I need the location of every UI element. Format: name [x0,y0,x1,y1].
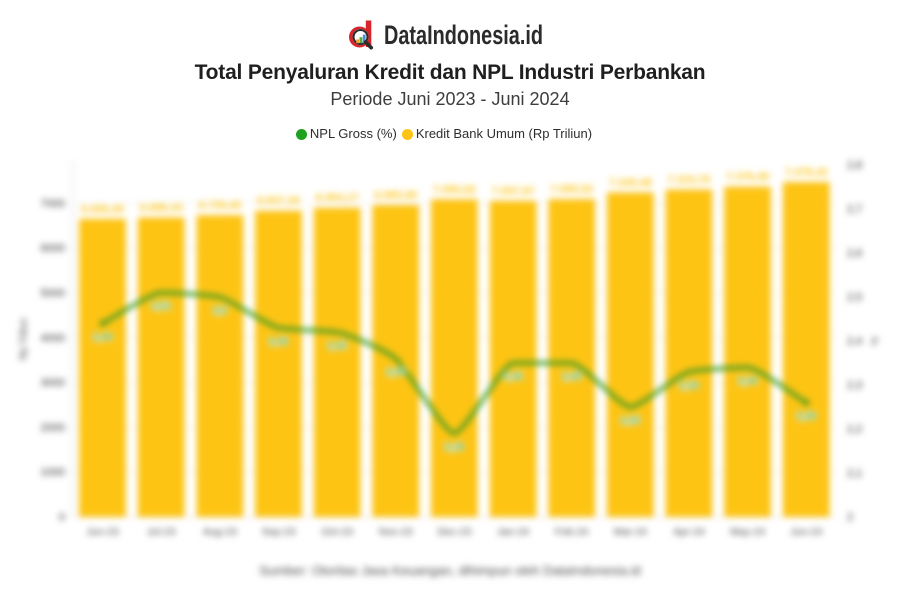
svg-text:2,5: 2,5 [213,306,227,317]
svg-text:2,7: 2,7 [847,204,862,216]
svg-text:2,42: 2,42 [327,341,347,352]
svg-text:Rp Triliun: Rp Triliun [19,318,30,360]
svg-text:6.686,33: 6.686,33 [140,202,183,214]
svg-text:2,35: 2,35 [562,372,582,383]
svg-text:3000: 3000 [41,377,65,389]
svg-text:6.656,45: 6.656,45 [81,203,124,215]
svg-text:Sep-23: Sep-23 [262,526,296,538]
svg-text:6.965,90: 6.965,90 [374,189,417,201]
svg-text:6.739,40: 6.739,40 [198,200,241,212]
svg-text:4000: 4000 [41,332,65,344]
svg-text:2: 2 [847,512,853,524]
svg-text:2,8: 2,8 [847,160,862,172]
svg-text:2,34: 2,34 [738,376,758,387]
svg-text:2,19: 2,19 [445,442,465,453]
svg-text:7.376,49: 7.376,49 [726,171,769,183]
svg-text:2,3: 2,3 [847,380,862,392]
svg-text:6.837,30: 6.837,30 [257,195,300,207]
svg-text:Sumber: Otoritas Jasa Keuangan: Sumber: Otoritas Jasa Keuangan, dihimpun… [259,563,641,578]
svg-text:2,36: 2,36 [386,367,406,378]
svg-text:%: % [870,336,881,345]
svg-text:2,43: 2,43 [269,336,289,347]
svg-text:7.310,70: 7.310,70 [668,174,711,186]
svg-text:Mar-24: Mar-24 [614,526,647,538]
svg-text:2,35: 2,35 [503,372,523,383]
svg-text:6000: 6000 [41,243,65,255]
svg-text:Jul-23: Jul-23 [147,526,176,538]
svg-text:1000: 1000 [41,467,65,479]
svg-text:6.904,17: 6.904,17 [316,192,359,204]
svg-text:7.090,62: 7.090,62 [433,184,476,196]
svg-text:2,5: 2,5 [847,292,862,304]
svg-text:0: 0 [59,512,65,524]
svg-text:5000: 5000 [41,288,65,300]
svg-text:Nov-23: Nov-23 [379,526,413,538]
svg-text:2,1: 2,1 [847,468,862,480]
svg-text:7.478,42: 7.478,42 [785,167,828,179]
svg-text:Feb-24: Feb-24 [555,526,588,538]
svg-text:2000: 2000 [41,422,65,434]
svg-text:7.057,97: 7.057,97 [492,185,535,197]
svg-text:DataIndonesia.id: DataIndonesia.id [384,20,543,50]
svg-text:2,26: 2,26 [797,411,817,422]
svg-text:7000: 7000 [41,198,65,210]
svg-text:2,33: 2,33 [679,380,699,391]
svg-text:2,51: 2,51 [151,301,171,312]
svg-text:Dec-23: Dec-23 [437,526,471,538]
svg-text:Oct-23: Oct-23 [321,526,353,538]
svg-text:2,2: 2,2 [847,424,862,436]
svg-text:2,44: 2,44 [93,332,113,343]
svg-text:Jun-24: Jun-24 [790,526,822,538]
svg-text:2,25: 2,25 [621,416,641,427]
svg-text:7.095,52: 7.095,52 [550,184,593,196]
svg-text:2,4: 2,4 [847,336,862,348]
svg-text:7.245,48: 7.245,48 [609,177,652,189]
svg-text:Jan-24: Jan-24 [497,526,529,538]
svg-text:Apr-24: Apr-24 [673,526,705,538]
svg-text:Aug-23: Aug-23 [203,526,237,538]
svg-text:May-24: May-24 [730,526,765,538]
svg-text:Jun-23: Jun-23 [87,526,119,538]
svg-text:2,6: 2,6 [847,248,862,260]
